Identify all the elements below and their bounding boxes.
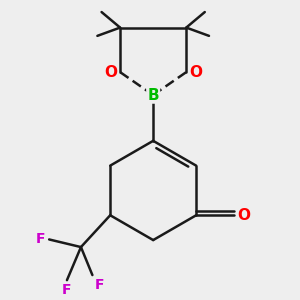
Text: F: F <box>36 232 45 246</box>
Text: B: B <box>147 88 159 103</box>
Text: F: F <box>95 278 104 292</box>
Text: O: O <box>189 64 203 80</box>
Text: F: F <box>62 283 72 297</box>
Text: O: O <box>237 208 250 223</box>
Text: O: O <box>104 64 117 80</box>
